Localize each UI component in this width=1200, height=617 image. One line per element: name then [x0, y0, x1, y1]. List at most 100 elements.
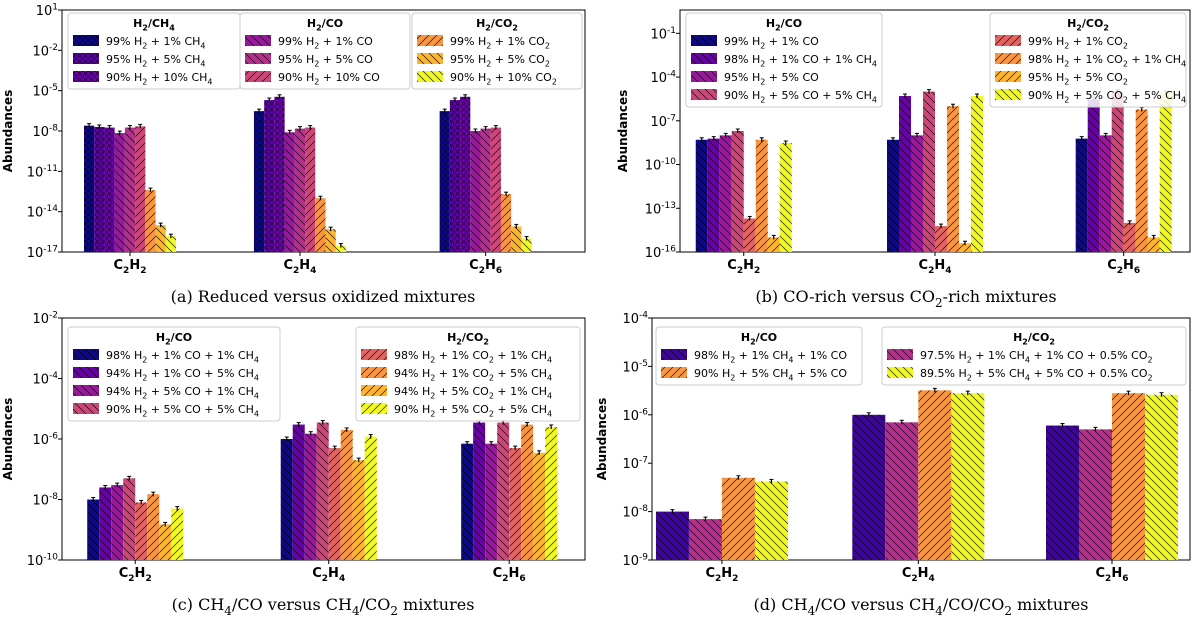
y-tick-label: 10-5 [32, 83, 58, 100]
bar [731, 130, 744, 252]
legend-label: 99% H2 + 1% CO2 [1028, 35, 1128, 50]
bar [292, 424, 305, 560]
legend-title: H2/CO [741, 331, 777, 346]
bar [755, 139, 768, 252]
legend-swatch [73, 53, 99, 64]
bar [923, 91, 935, 252]
y-tick-label: 10-13 [645, 201, 676, 218]
legend-box [881, 326, 1187, 386]
bar [509, 448, 522, 560]
legend-swatch [691, 89, 717, 100]
legend-box [411, 12, 583, 90]
bar [316, 422, 329, 560]
legend-swatch [73, 349, 99, 360]
bar [123, 478, 136, 560]
caption-b: (b) CO-rich versus CO2-rich mixtures [755, 287, 1056, 310]
legend-label: 95% H2 + 5% CH4 [106, 53, 206, 68]
y-tick-label: 10-6 [32, 432, 58, 449]
bar [352, 460, 365, 560]
bar [887, 139, 899, 252]
legend-box [989, 12, 1187, 108]
y-tick-label: 10-10 [645, 157, 677, 174]
x-tick-label: C2H2 [119, 566, 152, 584]
x-tick-label: C2H2 [727, 258, 760, 276]
y-tick-label: 10-14 [27, 204, 59, 221]
caption-a: (a) Reduced versus oxidized mixtures [171, 287, 476, 306]
legend-label: 97.5% H2 + 1% CH4 + 1% CO + 0.5% CO2 [920, 349, 1153, 364]
legend: H2/CH4 99% H2 + 1% CH4 95% H2 + 5% CH4 90% … [67, 12, 583, 90]
legend-title: H2/CO2 [1013, 331, 1055, 346]
x-tick-label: C2H2 [705, 566, 738, 584]
bar [87, 499, 100, 560]
bar [688, 519, 722, 560]
y-axis: 101 10-2 10-5 10-8 10-11 10-14 10-17 [27, 3, 62, 262]
bar [114, 133, 125, 252]
x-axis: C2H2 C2H4 C2H6 [119, 560, 526, 584]
bar [1045, 425, 1079, 560]
x-tick-label: C2H2 [114, 258, 147, 276]
legend-swatch [417, 35, 443, 46]
bar [340, 429, 353, 560]
panel-c: 10-2 10-4 10-6 10-8 10-10 C2H2 C2H4 C2H6 H2/CO… [1, 311, 586, 617]
legend-swatch [995, 89, 1021, 100]
legend-label: 98% H2 + 1% CO2 + 1% CH4 [394, 349, 552, 364]
legend-group: H2/CO2 99% H2 + 1% CO2 95% H2 + 5% CO2 90% … [411, 12, 583, 90]
y-tick-label: 10-7 [622, 456, 648, 473]
bar [533, 452, 546, 560]
bar [1078, 429, 1112, 560]
bar [470, 131, 481, 252]
legend-group: H2/CO 98% H2 + 1% CO + 1% CH4 94% H2 + 1% … [67, 326, 281, 422]
bar [911, 135, 923, 252]
plot-area [655, 387, 1178, 560]
bar [253, 111, 265, 252]
legend-group: H2/CO 99% H2 + 1% CO 98% H2 + 1% CO + 1% C… [685, 12, 883, 108]
bar [521, 424, 534, 560]
x-axis: C2H2 C2H4 C2H6 [114, 252, 502, 276]
legend-title: H2/CO2 [1067, 17, 1109, 32]
bar [1159, 93, 1172, 252]
legend-label: 94% H2 + 5% CO + 1% CH4 [106, 385, 259, 400]
legend-swatch [691, 53, 717, 64]
legend-group: H2/CO 99% H2 + 1% CO 95% H2 + 5% CO 90% H2 … [239, 12, 411, 90]
bar [1099, 135, 1112, 252]
y-axis: 10-4 10-5 10-6 10-7 10-8 10-9 [622, 311, 652, 569]
bar [947, 106, 959, 252]
legend-label: 90% H2 + 5% CO + 5% CH4 [106, 403, 259, 418]
bar [719, 135, 732, 252]
legend-swatch [417, 53, 443, 64]
bar [1147, 237, 1160, 252]
bar [1123, 222, 1136, 252]
bar [145, 190, 156, 252]
legend-title: H2/CO [307, 17, 343, 32]
bar [695, 139, 708, 252]
legend-box [355, 326, 581, 422]
legend-title: H2/CH4 [133, 17, 175, 32]
y-tick-label: 10-4 [32, 371, 58, 388]
legend-group: H2/CO2 99% H2 + 1% CO2 98% H2 + 1% CO2 + 1… [989, 12, 1187, 108]
y-tick-label: 10-17 [27, 245, 58, 262]
bar [304, 433, 317, 560]
legend-group: H2/CO 98% H2 + 1% CH4 + 1% CO 90% H2 + 5% … [655, 326, 863, 386]
legend-label: 90% H2 + 5% CH4 + 5% CO [694, 367, 847, 382]
bar [294, 128, 306, 252]
y-tick-label: 10-5 [622, 359, 648, 376]
bar [171, 508, 184, 560]
bar [473, 422, 486, 560]
bar [124, 127, 136, 252]
bar [655, 511, 689, 560]
legend-box [239, 12, 411, 90]
legend-title: H2/CO [766, 17, 802, 32]
legend-swatch [73, 71, 99, 82]
legend-swatch [417, 71, 443, 82]
x-axis: C2H2 C2H4 C2H6 [727, 252, 1140, 276]
y-tick-label: 10-4 [650, 70, 676, 87]
y-tick-label: 10-8 [32, 124, 58, 141]
legend-box [67, 326, 281, 422]
legend-swatch [361, 367, 387, 378]
legend-swatch [73, 385, 99, 396]
bar [935, 226, 947, 252]
x-tick-label: C2H4 [919, 258, 952, 276]
bar [1111, 393, 1145, 560]
bar [885, 422, 919, 560]
legend-label: 90% H2 + 10% CO2 [450, 71, 557, 86]
